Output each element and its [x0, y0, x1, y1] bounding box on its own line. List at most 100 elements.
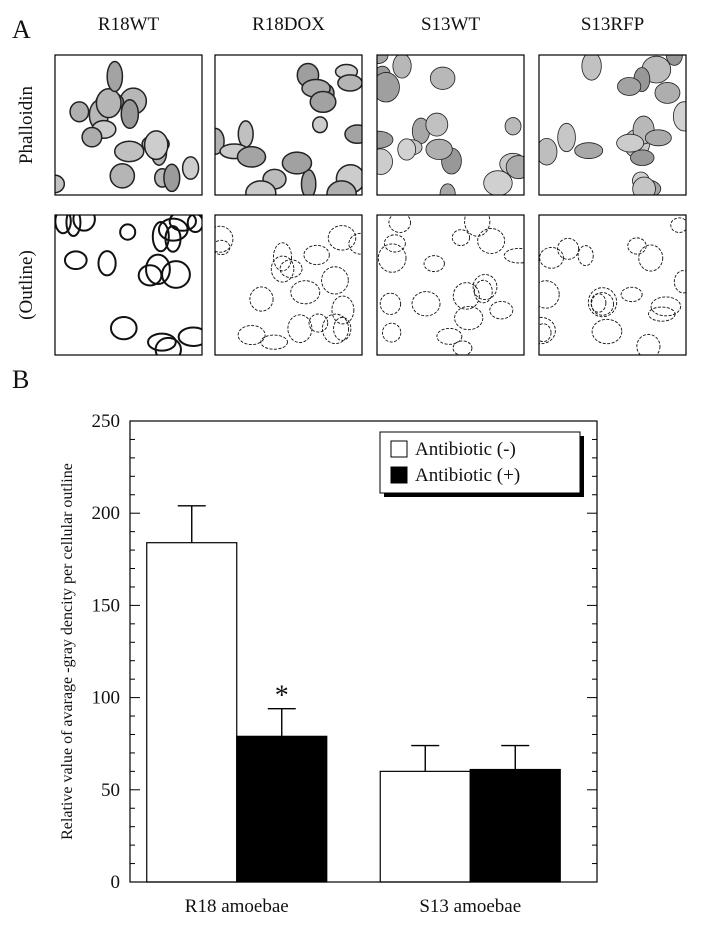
cell-outline — [638, 244, 664, 272]
micrograph — [376, 54, 525, 196]
cell-outline — [290, 280, 321, 305]
cell-outline — [279, 259, 303, 279]
cell-outline — [650, 296, 682, 317]
cell-outline — [539, 323, 552, 343]
cell-outline — [452, 282, 480, 310]
cells — [215, 62, 362, 195]
column-label: R18DOX — [252, 14, 325, 35]
cell-outline — [383, 234, 406, 253]
cell — [377, 55, 389, 65]
cell-outline — [503, 247, 524, 264]
cell — [377, 148, 393, 175]
cell — [505, 155, 524, 180]
cells — [215, 225, 362, 350]
cell-outline — [273, 242, 292, 272]
cell — [344, 124, 362, 145]
y-tick-label: 0 — [111, 872, 121, 893]
cell — [113, 140, 145, 163]
cell-outline — [215, 239, 231, 256]
cell — [81, 126, 103, 148]
cell-outline — [673, 270, 686, 294]
cell — [69, 101, 90, 123]
x-tick-label: R18 amoebae — [185, 896, 289, 917]
cells — [539, 217, 686, 355]
cell — [617, 77, 642, 96]
cell-outline — [411, 291, 441, 317]
cell-outline — [177, 326, 202, 347]
error-bar — [267, 707, 296, 737]
frame — [214, 54, 363, 196]
cell-outline — [436, 327, 463, 345]
cell-outline — [145, 253, 171, 286]
y-axis-label: Relative value of avarage -gray dencity … — [59, 463, 76, 840]
micrograph — [376, 214, 525, 356]
cell-outline — [381, 322, 402, 343]
cell-outline — [147, 332, 177, 352]
bar — [379, 770, 471, 883]
column-label: S13WT — [421, 14, 481, 35]
cell — [672, 101, 686, 132]
cell — [630, 149, 655, 166]
error-bar — [501, 744, 530, 770]
error-bar — [411, 744, 440, 772]
error-bar — [177, 505, 206, 543]
panel-label: A — [12, 15, 31, 44]
cell-outline — [591, 292, 615, 316]
cell — [337, 74, 362, 92]
cell-outline — [388, 215, 412, 233]
cell-outline — [249, 286, 274, 312]
cell-outline — [65, 215, 82, 237]
cells — [539, 55, 686, 195]
row-label: Phalloidin — [16, 85, 37, 164]
row-label: (Outline) — [16, 250, 37, 320]
frame — [376, 54, 525, 196]
bar — [146, 542, 238, 883]
cell-outline — [648, 306, 676, 322]
cell-outline — [215, 225, 234, 253]
cell — [644, 129, 672, 147]
cell — [237, 120, 254, 148]
cell — [425, 138, 453, 160]
cell-outline — [620, 286, 643, 303]
cell — [483, 170, 513, 195]
column-label: S13RFP — [581, 14, 644, 35]
cell-outline — [590, 293, 607, 313]
micrograph — [214, 54, 363, 196]
cell-outline — [587, 287, 618, 318]
cell-outline — [451, 229, 471, 247]
cell-outline — [591, 318, 623, 345]
cells — [377, 215, 524, 355]
cell — [300, 169, 317, 195]
cells — [55, 215, 202, 355]
cells — [55, 60, 200, 194]
cell-outline — [72, 215, 96, 232]
cell-outline — [327, 225, 357, 251]
y-tick-label: 150 — [92, 595, 121, 616]
micrograph — [538, 54, 687, 196]
cell-outline — [489, 300, 514, 320]
cell — [616, 133, 645, 153]
frame — [538, 54, 687, 196]
cell-outline — [270, 255, 295, 283]
frame — [538, 214, 687, 356]
y-tick-label: 200 — [92, 503, 121, 524]
cell — [163, 163, 181, 193]
cell-outline — [151, 221, 170, 253]
cell — [392, 55, 412, 79]
cell-outline — [557, 237, 580, 260]
cell — [245, 180, 277, 195]
cell-outline — [636, 333, 661, 355]
cell — [654, 81, 681, 104]
cell-outline — [260, 334, 288, 350]
cell-outline — [670, 217, 686, 233]
cell-outline — [452, 340, 473, 355]
cell-outline — [237, 325, 266, 346]
cell-outline — [168, 215, 197, 232]
cell-outline — [321, 313, 350, 345]
cell — [309, 90, 337, 114]
cell-outline — [63, 250, 88, 271]
cell-outline — [321, 266, 349, 295]
cell-outline — [137, 264, 163, 287]
cell-outline — [454, 305, 484, 331]
